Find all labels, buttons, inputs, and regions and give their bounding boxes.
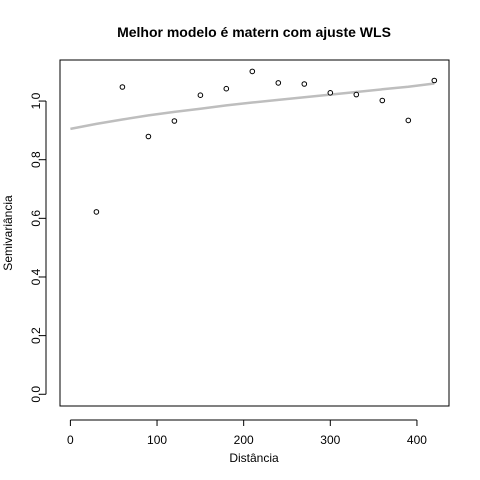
y-tick-label: 0.8 xyxy=(29,151,43,168)
y-tick-label: 1.0 xyxy=(29,92,43,109)
x-tick-label: 100 xyxy=(147,433,167,447)
data-point xyxy=(275,80,282,86)
x-tick-label: 0 xyxy=(67,433,74,447)
data-point xyxy=(171,118,178,124)
y-tick-label: 0.4 xyxy=(29,268,43,285)
x-tick-label: 400 xyxy=(407,433,427,447)
data-point xyxy=(353,91,360,98)
data-point xyxy=(431,77,438,84)
data-point xyxy=(249,68,256,75)
data-point xyxy=(301,81,308,87)
y-tick-label: 0.6 xyxy=(29,210,43,227)
x-tick-label: 200 xyxy=(234,433,254,447)
chart-title: Melhor modelo é matern com ajuste WLS xyxy=(117,24,391,40)
data-point xyxy=(197,92,204,98)
y-tick-label: 0.0 xyxy=(29,386,43,403)
data-point xyxy=(93,209,100,215)
x-axis: 0 100 200 300 400 xyxy=(67,419,427,447)
fitted-curve-layer xyxy=(70,82,435,131)
y-axis: 0.0 0.2 0.4 0.6 0.8 1.0 xyxy=(29,92,47,403)
fitted-curve-line xyxy=(70,82,435,131)
data-point xyxy=(405,117,412,124)
data-point xyxy=(379,97,386,104)
data-point xyxy=(119,84,126,90)
y-axis-label: Semivariância xyxy=(1,195,15,271)
y-tick-label: 0.2 xyxy=(29,327,43,344)
plot-area-border xyxy=(59,59,450,407)
data-point xyxy=(327,90,334,96)
x-tick-label: 300 xyxy=(320,433,340,447)
data-point xyxy=(223,85,230,92)
data-point xyxy=(145,133,152,140)
x-axis-label: Distância xyxy=(229,451,279,465)
data-points-layer xyxy=(93,68,438,215)
